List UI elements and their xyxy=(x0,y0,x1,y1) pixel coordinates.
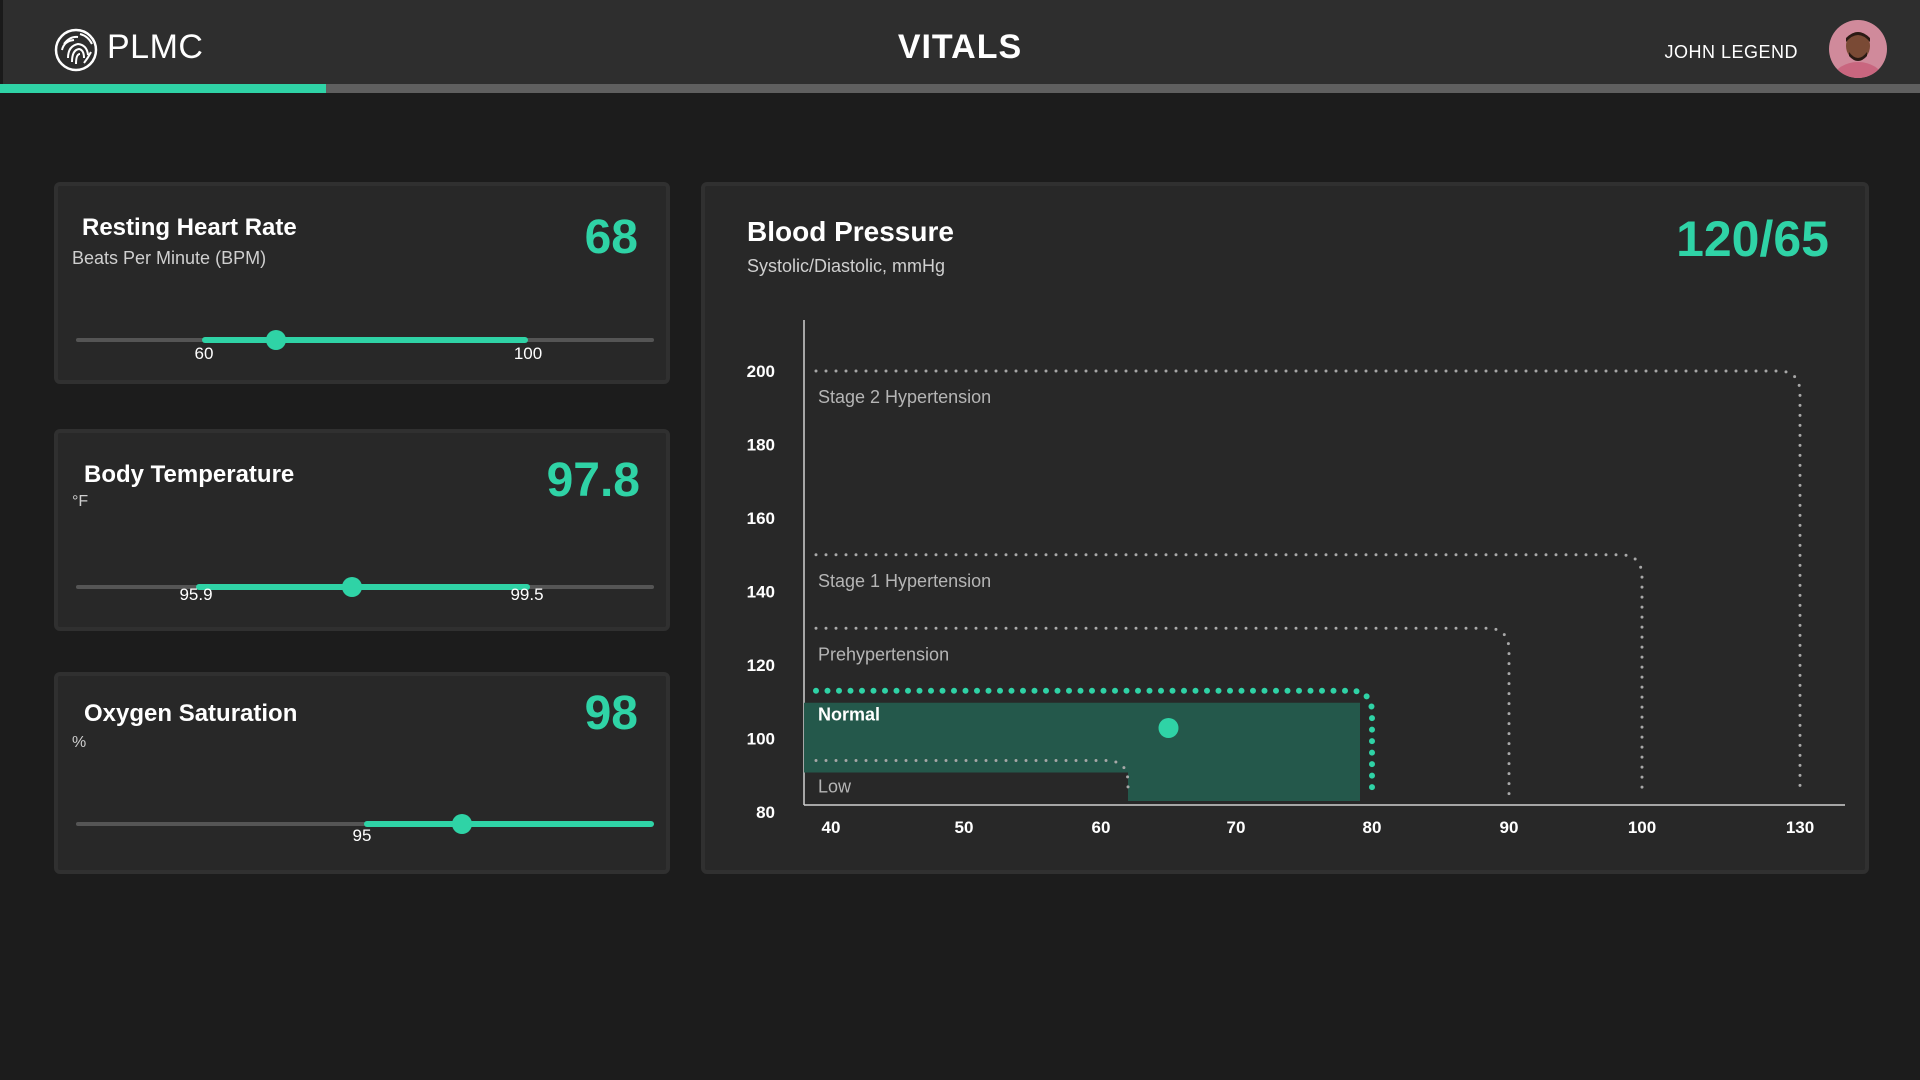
y-tick-label: 200 xyxy=(747,362,775,381)
zone-boundary xyxy=(814,759,1130,797)
oxygen-saturation-card[interactable]: Oxygen Saturation % 98 95 xyxy=(54,672,670,874)
slider-normal-range xyxy=(202,337,528,343)
range-low-label: 95.9 xyxy=(179,585,213,604)
slider-thumb[interactable] xyxy=(452,814,472,834)
page-progress-fill xyxy=(0,84,327,93)
zone-label: Stage 2 Hypertension xyxy=(818,387,991,407)
y-tick-label: 80 xyxy=(756,803,775,822)
x-tick-label: 70 xyxy=(1227,818,1246,837)
heart-rate-value: 68 xyxy=(584,211,638,264)
fingerprint-globe-icon[interactable] xyxy=(54,28,98,72)
zone-label: Normal xyxy=(818,705,880,725)
brand-name[interactable]: PLMC xyxy=(107,28,204,66)
top-bar: PLMC VITALS JOHN LEGEND xyxy=(0,0,1920,84)
heart-rate-card[interactable]: Resting Heart Rate Beats Per Minute (BPM… xyxy=(54,182,670,384)
x-tick-label: 90 xyxy=(1500,818,1519,837)
x-tick-label: 40 xyxy=(822,818,841,837)
slider-thumb[interactable] xyxy=(342,577,362,597)
card-subtitle: Beats Per Minute (BPM) xyxy=(72,248,267,268)
y-tick-label: 100 xyxy=(747,730,775,749)
card-title: Blood Pressure xyxy=(747,216,954,247)
page-progress-bar xyxy=(0,84,1920,93)
avatar[interactable] xyxy=(1829,20,1887,78)
x-tick-label: 100 xyxy=(1628,818,1656,837)
zone-boundary xyxy=(814,553,1644,797)
zone-label: Prehypertension xyxy=(818,644,949,664)
zone-boundary xyxy=(814,626,1511,797)
zone-boundary xyxy=(813,687,1375,798)
body-temperature-card[interactable]: Body Temperature °F 97.8 95.9 99.5 xyxy=(54,429,670,631)
x-tick-label: 80 xyxy=(1363,818,1382,837)
zone-label: Low xyxy=(818,777,852,797)
card-subtitle: °F xyxy=(72,493,89,510)
user-name[interactable]: JOHN LEGEND xyxy=(1664,42,1798,62)
body-temperature-slider[interactable] xyxy=(76,569,654,609)
x-tick-label: 50 xyxy=(955,818,974,837)
normal-zone-fill xyxy=(804,702,1360,801)
heart-rate-slider[interactable] xyxy=(76,322,654,362)
oxygen-saturation-slider[interactable] xyxy=(76,806,654,846)
card-title: Body Temperature xyxy=(84,461,295,488)
x-tick-label: 60 xyxy=(1092,818,1111,837)
x-tick-label: 130 xyxy=(1786,818,1814,837)
y-tick-label: 140 xyxy=(747,583,775,602)
avatar-image xyxy=(1829,20,1887,78)
card-subtitle: Systolic/Diastolic, mmHg xyxy=(747,256,946,276)
slider-normal-range xyxy=(364,821,654,827)
page-title: VITALS xyxy=(897,28,1023,66)
slider-normal-range xyxy=(196,584,530,590)
range-high-label: 99.5 xyxy=(510,585,544,604)
card-title: Oxygen Saturation xyxy=(84,700,298,727)
card-subtitle: % xyxy=(72,734,87,751)
threshold-label: 95 xyxy=(352,826,372,845)
zone-label: Stage 1 Hypertension xyxy=(818,571,991,591)
current-reading-point xyxy=(1158,718,1179,738)
card-title: Resting Heart Rate xyxy=(82,214,297,241)
oxygen-saturation-value: 98 xyxy=(584,687,638,740)
body-temperature-value: 97.8 xyxy=(546,454,640,507)
y-tick-label: 120 xyxy=(747,656,775,675)
zone-boundary xyxy=(814,369,1802,797)
y-tick-label: 180 xyxy=(747,436,775,455)
slider-thumb[interactable] xyxy=(266,330,286,350)
header-edge xyxy=(0,0,3,84)
y-tick-label: 160 xyxy=(747,509,775,528)
range-low-label: 60 xyxy=(194,344,214,363)
range-high-label: 100 xyxy=(513,344,543,363)
blood-pressure-value: 120/65 xyxy=(1676,211,1829,267)
